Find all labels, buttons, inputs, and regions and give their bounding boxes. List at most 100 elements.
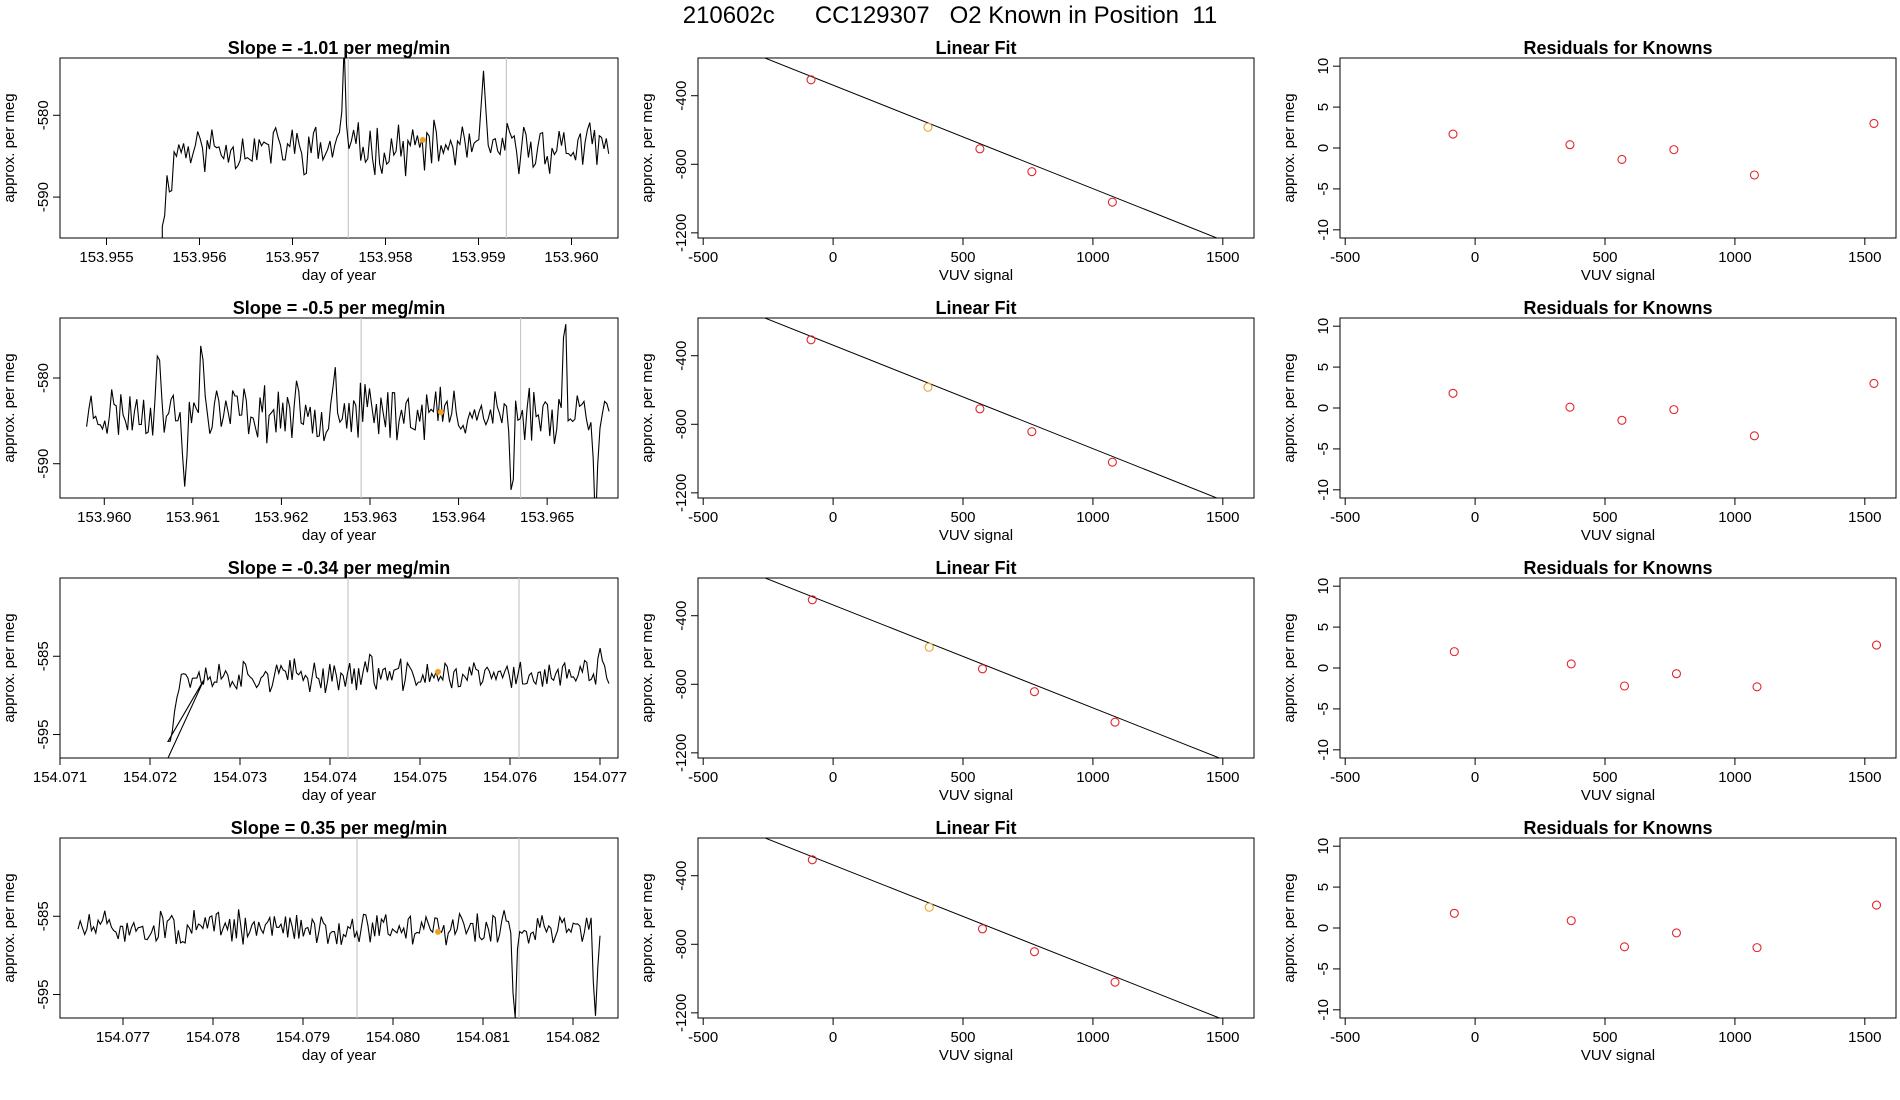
data-point bbox=[1107, 197, 1117, 207]
x-tick-label: -500 bbox=[688, 769, 718, 786]
y-tick-label: -1200 bbox=[673, 994, 690, 1032]
x-axis-label: day of year bbox=[302, 267, 376, 284]
x-tick-label: 1500 bbox=[1848, 769, 1881, 786]
y-tick-label: -800 bbox=[673, 929, 690, 959]
chart-title: Residuals for Knowns bbox=[1523, 818, 1712, 838]
data-point bbox=[1749, 431, 1759, 441]
data-point bbox=[1871, 640, 1882, 650]
data-point bbox=[1617, 154, 1627, 165]
chart-title: Residuals for Knowns bbox=[1523, 558, 1712, 578]
x-axis-label: VUV signal bbox=[939, 527, 1013, 544]
data-layer bbox=[166, 578, 610, 758]
x-axis-label: day of year bbox=[302, 527, 376, 544]
y-tick-label: -400 bbox=[673, 341, 690, 371]
x-tick-label: 153.955 bbox=[79, 249, 133, 266]
y-tick-label: -585 bbox=[35, 641, 52, 671]
data-point bbox=[1669, 145, 1679, 155]
chart-3-2: Linear Fit -500 0 500 1000 1500 VUV signal -400… bbox=[639, 558, 1255, 804]
data-point bbox=[1671, 928, 1682, 938]
x-axis-label: VUV signal bbox=[939, 267, 1013, 284]
y-tick-label: -5 bbox=[1315, 442, 1332, 455]
y-tick-label: 0 bbox=[1315, 144, 1332, 152]
data-layer bbox=[77, 838, 601, 1018]
data-layer bbox=[763, 838, 1239, 1028]
data-layer bbox=[1449, 900, 1882, 953]
chart-title: Linear Fit bbox=[935, 818, 1016, 838]
x-tick-label: 1000 bbox=[1076, 249, 1109, 266]
plot-frame bbox=[59, 837, 619, 1019]
chart-1-3: Residuals for Knowns -500 0 500 1000 1500 VUV … bbox=[1281, 38, 1897, 284]
data-point bbox=[1752, 682, 1762, 692]
x-axis-label: VUV signal bbox=[1581, 527, 1655, 544]
fit-line bbox=[763, 318, 1219, 498]
x-tick-label: 154.080 bbox=[366, 1029, 420, 1046]
x-axis-label: VUV signal bbox=[1581, 787, 1655, 804]
plot-frame bbox=[697, 317, 1255, 499]
x-tick-label: 154.079 bbox=[276, 1029, 330, 1046]
data-series-line bbox=[166, 647, 610, 758]
x-tick-label: 1000 bbox=[1718, 509, 1751, 526]
x-tick-label: 154.077 bbox=[96, 1029, 150, 1046]
x-tick-label: 0 bbox=[829, 769, 837, 786]
plot-frame bbox=[59, 57, 619, 239]
data-series-line bbox=[86, 324, 610, 498]
y-axis-label: approx. per meg bbox=[1281, 873, 1298, 982]
x-tick-label: 153.960 bbox=[77, 509, 131, 526]
y-axis-label: approx. per meg bbox=[1281, 353, 1298, 462]
data-point bbox=[1231, 760, 1239, 768]
highlight-point bbox=[435, 668, 441, 675]
data-point bbox=[1566, 659, 1576, 669]
chart-2-1: Slope = -0.5 per meg/min 153.960 153.961 15… bbox=[1, 298, 619, 544]
data-point bbox=[1565, 140, 1575, 150]
x-tick-label: 1000 bbox=[1718, 1029, 1751, 1046]
x-tick-label: 0 bbox=[829, 1029, 837, 1046]
data-layer bbox=[763, 578, 1239, 768]
y-tick-label: 0 bbox=[1315, 664, 1332, 672]
x-tick-label: 1000 bbox=[1718, 769, 1751, 786]
chart-title: Slope = 0.35 per meg/min bbox=[231, 818, 448, 838]
data-layer bbox=[60, 58, 610, 238]
x-tick-label: 153.962 bbox=[254, 509, 308, 526]
x-tick-label: 154.071 bbox=[33, 769, 87, 786]
plot-frame bbox=[1339, 577, 1897, 759]
plot-frame bbox=[1339, 57, 1897, 239]
x-tick-label: 153.963 bbox=[343, 509, 397, 526]
data-point bbox=[1231, 1020, 1239, 1028]
x-axis-label: VUV signal bbox=[1581, 267, 1655, 284]
data-point bbox=[1565, 402, 1575, 412]
x-tick-label: 1500 bbox=[1848, 249, 1881, 266]
y-axis-label: approx. per meg bbox=[1, 613, 18, 722]
x-tick-label: 153.960 bbox=[544, 249, 598, 266]
x-tick-label: 0 bbox=[1471, 509, 1479, 526]
data-layer bbox=[1448, 378, 1879, 441]
x-tick-label: 500 bbox=[1592, 1029, 1617, 1046]
data-point bbox=[977, 924, 988, 934]
x-tick-label: -500 bbox=[1330, 249, 1360, 266]
x-axis-label: day of year bbox=[302, 1047, 376, 1064]
y-tick-label: -1200 bbox=[673, 214, 690, 252]
x-tick-label: 154.081 bbox=[456, 1029, 510, 1046]
highlight-point bbox=[419, 136, 426, 143]
x-tick-label: 154.076 bbox=[483, 769, 537, 786]
x-tick-label: 500 bbox=[1592, 769, 1617, 786]
x-tick-label: -500 bbox=[688, 249, 718, 266]
x-tick-label: -500 bbox=[1330, 1029, 1360, 1046]
data-layer bbox=[86, 318, 610, 498]
y-axis-label: approx. per meg bbox=[1281, 613, 1298, 722]
x-tick-label: 1500 bbox=[1206, 249, 1239, 266]
y-tick-label: 5 bbox=[1315, 623, 1332, 631]
data-point bbox=[1617, 415, 1627, 425]
y-tick-label: -5 bbox=[1315, 702, 1332, 715]
y-tick-label: 5 bbox=[1315, 103, 1332, 111]
plot-frame bbox=[59, 577, 619, 759]
y-axis-label: approx. per meg bbox=[639, 93, 656, 202]
chart-title: Linear Fit bbox=[935, 298, 1016, 318]
y-axis-label: approx. per meg bbox=[639, 353, 656, 462]
data-point bbox=[1228, 240, 1236, 248]
chart-1-2: Linear Fit -500 0 500 1000 1500 VUV signal -400… bbox=[639, 38, 1255, 284]
data-point bbox=[1110, 977, 1120, 987]
y-axis-label: approx. per meg bbox=[639, 873, 656, 982]
x-axis-label: day of year bbox=[302, 787, 376, 804]
y-tick-label: -580 bbox=[35, 100, 52, 130]
